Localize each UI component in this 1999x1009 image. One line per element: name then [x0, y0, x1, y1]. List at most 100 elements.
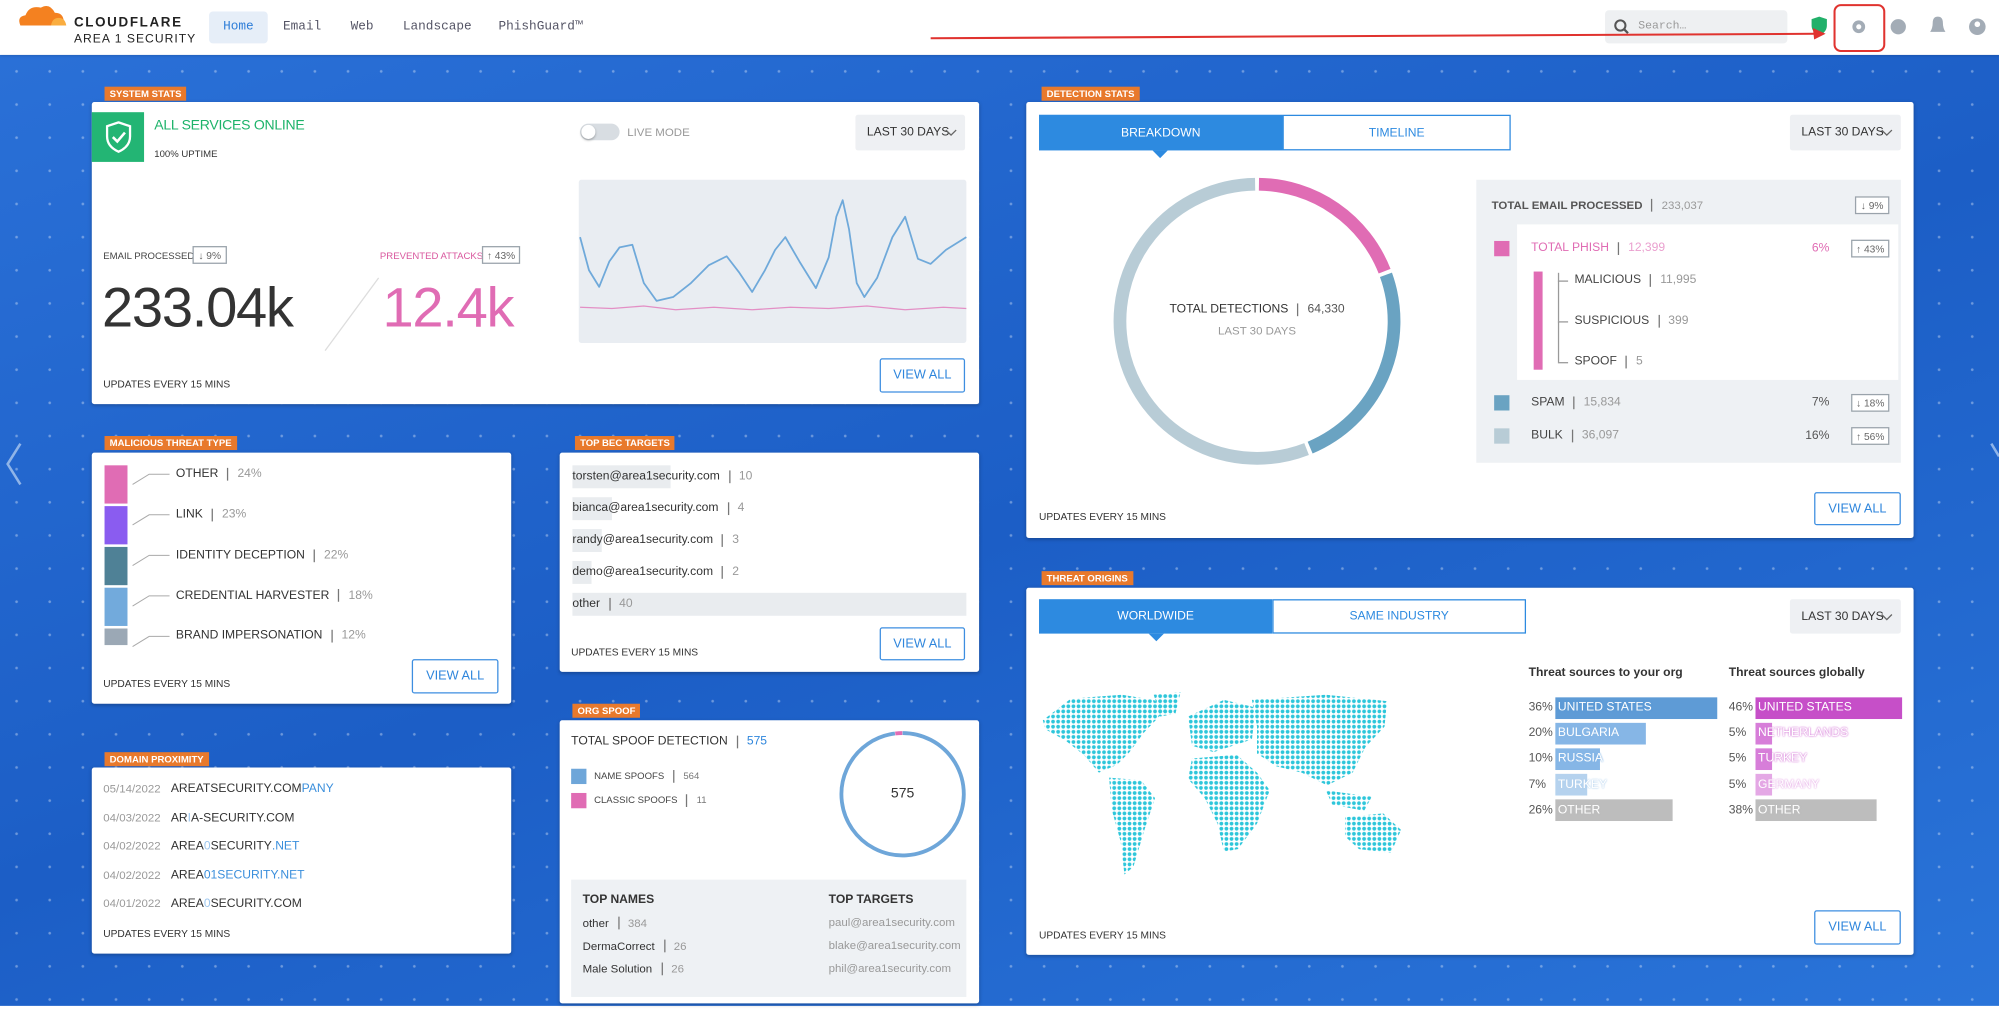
search-box[interactable]: Search… [1605, 10, 1788, 44]
origin-country: UNITED STATES [1758, 700, 1852, 715]
change-badge-label: ↑ 56% [1856, 430, 1885, 442]
domain-name: AREATSECURITY.COM PANY [171, 783, 334, 795]
domain-part: AREA [170, 896, 204, 911]
panel-footer: UPDATES EVERY 15 MINS [103, 378, 231, 391]
nav-tab[interactable]: Landscape [395, 11, 479, 43]
brand: CLOUDFLARE [73, 14, 183, 31]
panel-footer: UPDATES EVERY 15 MINS [1039, 511, 1166, 523]
separator [727, 502, 729, 516]
bec-count: 40 [619, 596, 633, 611]
chevron-line [1881, 613, 1893, 620]
origin-country: UNITED STATES [1557, 700, 1652, 715]
threat-type-share: 22% [324, 547, 349, 563]
tab[interactable]: TIMELINE [1282, 114, 1511, 151]
threat-type-name: IDENTITY DECEPTION [175, 547, 305, 563]
view-all-button[interactable]: VIEW ALL [879, 627, 966, 661]
nav-tab[interactable]: Web [342, 11, 383, 43]
search-placeholder: Search… [1638, 19, 1687, 33]
change-badge-label: ↑ 43% [1856, 242, 1885, 255]
bec-count: 4 [737, 501, 745, 516]
top-target: blake@area1security.com [828, 938, 961, 952]
tree-line [1557, 321, 1560, 363]
domain-part: 0 [203, 896, 211, 911]
separator [1617, 242, 1620, 255]
separator [211, 508, 214, 522]
view-all-button[interactable]: VIEW ALL [1814, 910, 1901, 945]
change-badge-label: ↓ 9% [198, 249, 222, 261]
range-dropdown[interactable]: LAST 30 DAYS [1789, 599, 1901, 634]
panel-tag: DOMAIN PROXIMITY [104, 752, 209, 767]
item-share: 16% [1805, 428, 1830, 443]
domain-part: 01SECURITY.NET [203, 867, 305, 882]
range-dropdown[interactable]: LAST 30 DAYS [855, 114, 966, 151]
change-badge: ↓ 9% [192, 246, 227, 264]
status-text: ALL SERVICES ONLINE [154, 117, 305, 134]
origin-country: RUSSIA [1557, 751, 1603, 766]
tree-line [1557, 280, 1560, 322]
threat-type-swatch [104, 506, 128, 545]
panel-tag: MALICIOUS THREAT TYPE [104, 436, 237, 451]
panel-footer: UPDATES EVERY 15 MINS [103, 678, 231, 690]
separator [663, 939, 665, 953]
origin-share: 26% [1528, 803, 1553, 818]
donut-segment [1307, 272, 1401, 454]
legend-swatch [571, 768, 587, 785]
count-bar [572, 497, 612, 521]
domain-part: SECURITY [210, 839, 272, 854]
origin-bar [1555, 773, 1587, 796]
domain-part: AREA [170, 867, 204, 882]
range-dropdown[interactable]: LAST 30 DAYS [1789, 114, 1901, 151]
origin-bar [1755, 773, 1772, 796]
bec-email: bianca@area1security.com [572, 501, 719, 516]
live-toggle-knob [581, 124, 596, 139]
origin-country: OTHER [1557, 803, 1601, 818]
bec-row: randy@area1security.com 3 [572, 534, 739, 547]
nav-tab-label: PhishGuard™ [498, 20, 583, 35]
donut-segment [1113, 177, 1309, 465]
change-badge-label: ↑ 43% [486, 249, 516, 261]
origin-share: 46% [1728, 700, 1753, 715]
nav-tab[interactable]: Email [277, 11, 328, 43]
top-name-count: 384 [627, 915, 648, 929]
panel-tag: ORG SPOOF [572, 703, 641, 718]
view-all-button[interactable]: VIEW ALL [1814, 492, 1901, 526]
nav-tab-active[interactable]: Home [209, 11, 268, 44]
chevron-line [1881, 129, 1893, 137]
legend-swatch [1494, 240, 1510, 257]
tab-active[interactable]: BREAKDOWN [1039, 114, 1283, 151]
processed-label: TOTAL EMAIL PROCESSED [1491, 198, 1643, 211]
spoof-legend-row: NAME SPOOFS 564 [594, 770, 699, 783]
view-all-button[interactable]: VIEW ALL [411, 659, 499, 694]
bec-row: bianca@area1security.com 4 [572, 501, 745, 516]
tab-active[interactable]: WORLDWIDE [1039, 599, 1273, 634]
change-badge: ↑ 56% [1851, 427, 1890, 445]
change-badge-label: ↓ 9% [1860, 199, 1884, 211]
top-name: DermaCorrect [582, 938, 655, 952]
total-label: TOTAL DETECTIONS [1169, 302, 1289, 317]
column-title: Threat sources to your org [1528, 665, 1683, 680]
domain-name: AREA 0 SECURITY.COM [171, 898, 302, 910]
threat-type-share: 23% [221, 507, 247, 522]
item-share: 6% [1811, 241, 1830, 256]
spoof-title-row: TOTAL SPOOF DETECTION 575 [571, 735, 767, 749]
bec-count: 2 [732, 565, 739, 580]
view-all-button[interactable]: VIEW ALL [879, 358, 966, 393]
top-name: other [582, 915, 609, 929]
stat-value: 233.04k [101, 276, 294, 340]
nav-tab[interactable]: PhishGuard™ [490, 11, 592, 43]
origin-bar [1755, 799, 1877, 822]
subitem-name: SPOOF [1574, 354, 1617, 369]
domain-part: .NET [271, 839, 300, 854]
top-name: Male Solution [582, 961, 653, 975]
uptime-text: 100% UPTIME [154, 148, 218, 160]
separator [1650, 274, 1652, 287]
threat-type-swatch [104, 465, 128, 504]
separator [728, 470, 731, 484]
origin-country: TURKEY [1557, 777, 1608, 792]
processed-row: TOTAL EMAIL PROCESSED 233,037 [1491, 198, 1703, 212]
panel-tag: SYSTEM STATS [104, 86, 187, 101]
view-all-button-label: VIEW ALL [1828, 501, 1887, 516]
tab[interactable]: SAME INDUSTRY [1272, 599, 1527, 634]
legend-name: NAME SPOOFS [594, 770, 665, 782]
